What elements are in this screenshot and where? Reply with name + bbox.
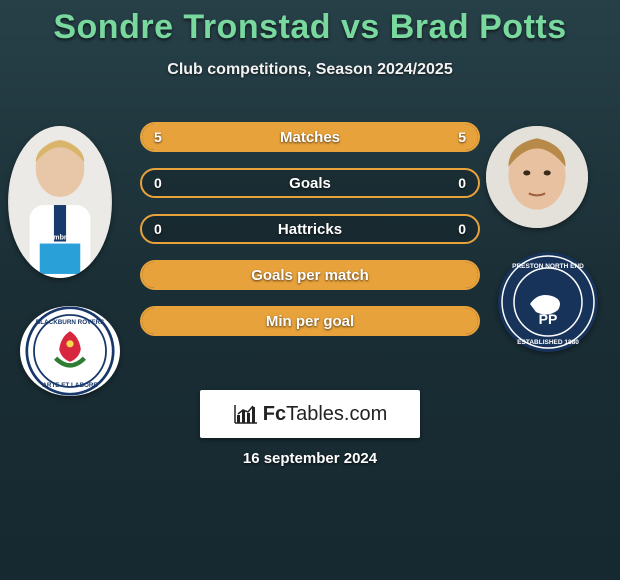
stats-table: 5 Matches 5 0 Goals 0 0 Hattricks 0 Goals per mat…	[140, 122, 480, 352]
stat-row: 5 Matches 5	[140, 122, 480, 152]
stat-label: Min per goal	[266, 313, 354, 330]
subtitle: Club competitions, Season 2024/2025	[0, 61, 620, 79]
svg-text:umbro: umbro	[49, 233, 72, 241]
svg-text:ESTABLISHED 1880: ESTABLISHED 1880	[517, 339, 579, 346]
date-label: 16 september 2024	[0, 450, 620, 467]
svg-text:ARTE ET LABORE: ARTE ET LABORE	[42, 382, 97, 389]
svg-text:PRESTON NORTH END: PRESTON NORTH END	[512, 263, 584, 270]
stat-value-right: 5	[458, 129, 466, 145]
chart-icon	[233, 403, 259, 425]
club-crest-right: PP PRESTON NORTH END ESTABLISHED 1880	[498, 252, 598, 352]
svg-text:BLACKBURN ROVERS: BLACKBURN ROVERS	[36, 319, 105, 326]
stat-label: Hattricks	[278, 221, 342, 238]
club-crest-left: BLACKBURN ROVERS ARTE ET LABORE	[20, 306, 120, 396]
page-title: Sondre Tronstad vs Brad Potts	[0, 0, 620, 47]
stat-label: Goals per match	[251, 267, 369, 284]
player-right-avatar	[486, 126, 588, 228]
brand-text: FcTables.com	[263, 403, 388, 426]
stat-value-left: 0	[154, 221, 162, 237]
stat-value-right: 0	[458, 175, 466, 191]
stat-row: 0 Hattricks 0	[140, 214, 480, 244]
stat-row: Goals per match	[140, 260, 480, 290]
stat-label: Matches	[280, 129, 340, 146]
stat-value-left: 0	[154, 175, 162, 191]
stat-value-left: 5	[154, 129, 162, 145]
player-left-avatar: umbro	[8, 126, 112, 278]
stat-value-right: 0	[458, 221, 466, 237]
stat-row: Min per goal	[140, 306, 480, 336]
brand-badge: FcTables.com	[200, 390, 420, 438]
stat-row: 0 Goals 0	[140, 168, 480, 198]
stat-label: Goals	[289, 175, 331, 192]
svg-text:PP: PP	[539, 311, 558, 327]
